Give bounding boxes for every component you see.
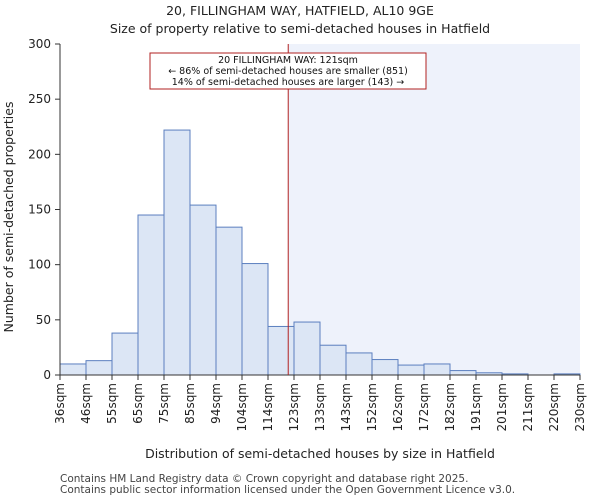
bar-75sqm <box>163 129 191 376</box>
y-tick-label: 200 <box>28 147 51 161</box>
annotation-line-3: 14% of semi-detached houses are larger (… <box>172 77 405 88</box>
x-tick-label: 65sqm <box>131 383 145 424</box>
y-tick-label: 300 <box>28 37 51 51</box>
bar-36sqm <box>59 363 87 376</box>
x-tick-label: 123sqm <box>287 383 301 431</box>
footer: Contains HM Land Registry data © Crown c… <box>60 474 515 496</box>
x-tick-label: 133sqm <box>313 383 327 431</box>
annotation-line-1: 20 FILLINGHAM WAY: 121sqm <box>218 55 358 66</box>
bar-85sqm <box>189 204 217 376</box>
x-tick-label: 94sqm <box>209 383 223 424</box>
x-tick-label: 230sqm <box>573 383 587 431</box>
x-tick-label: 36sqm <box>53 383 67 424</box>
y-tick-label: 100 <box>28 258 51 272</box>
y-axis-label: Number of semi-detached properties <box>1 102 16 333</box>
x-tick-label: 46sqm <box>79 383 93 424</box>
bar-65sqm <box>137 214 165 376</box>
x-tick-label: 104sqm <box>235 383 249 431</box>
x-tick-label: 143sqm <box>339 383 353 431</box>
annotation-box <box>149 52 427 90</box>
x-tick-label: 191sqm <box>469 383 483 431</box>
bar-172sqm <box>423 363 451 376</box>
bar-114sqm <box>267 325 295 376</box>
x-tick-label: 201sqm <box>495 383 509 431</box>
bar-104sqm <box>241 263 269 376</box>
chart-subtitle: Size of property relative to semi-detach… <box>110 21 490 36</box>
bar-123sqm <box>293 321 321 376</box>
bar-162sqm <box>397 364 425 376</box>
y-tick-label: 50 <box>36 313 51 327</box>
chart-title: 20, FILLINGHAM WAY, HATFIELD, AL10 9GE <box>166 3 434 18</box>
x-tick-label: 114sqm <box>261 383 275 431</box>
x-tick-label: 220sqm <box>547 383 561 431</box>
x-tick-label: 172sqm <box>417 383 431 431</box>
y-tick-label: 0 <box>43 368 51 382</box>
x-tick-label: 182sqm <box>443 383 457 431</box>
bar-55sqm <box>111 332 139 376</box>
bar-182sqm <box>449 370 477 376</box>
x-tick-label: 162sqm <box>391 383 405 431</box>
bar-46sqm <box>85 360 113 376</box>
x-tick-label: 152sqm <box>365 383 379 431</box>
bar-94sqm <box>215 226 243 376</box>
x-tick-label: 75sqm <box>157 383 171 424</box>
bar-143sqm <box>345 352 373 376</box>
bar-133sqm <box>319 344 347 376</box>
annotation-line-2: ← 86% of semi-detached houses are smalle… <box>168 66 408 77</box>
y-tick-label: 250 <box>28 92 51 106</box>
x-axis-label: Distribution of semi-detached houses by … <box>145 446 495 461</box>
x-tick-label: 55sqm <box>105 383 119 424</box>
y-tick-label: 150 <box>28 203 51 217</box>
x-tick-label: 85sqm <box>183 383 197 424</box>
x-tick-label: 211sqm <box>521 383 535 431</box>
bar-152sqm <box>371 359 399 376</box>
footer-line-1: Contains HM Land Registry data © Crown c… <box>60 473 469 485</box>
footer-line-2: Contains public sector information licen… <box>60 484 516 496</box>
highlight-region <box>288 44 580 375</box>
